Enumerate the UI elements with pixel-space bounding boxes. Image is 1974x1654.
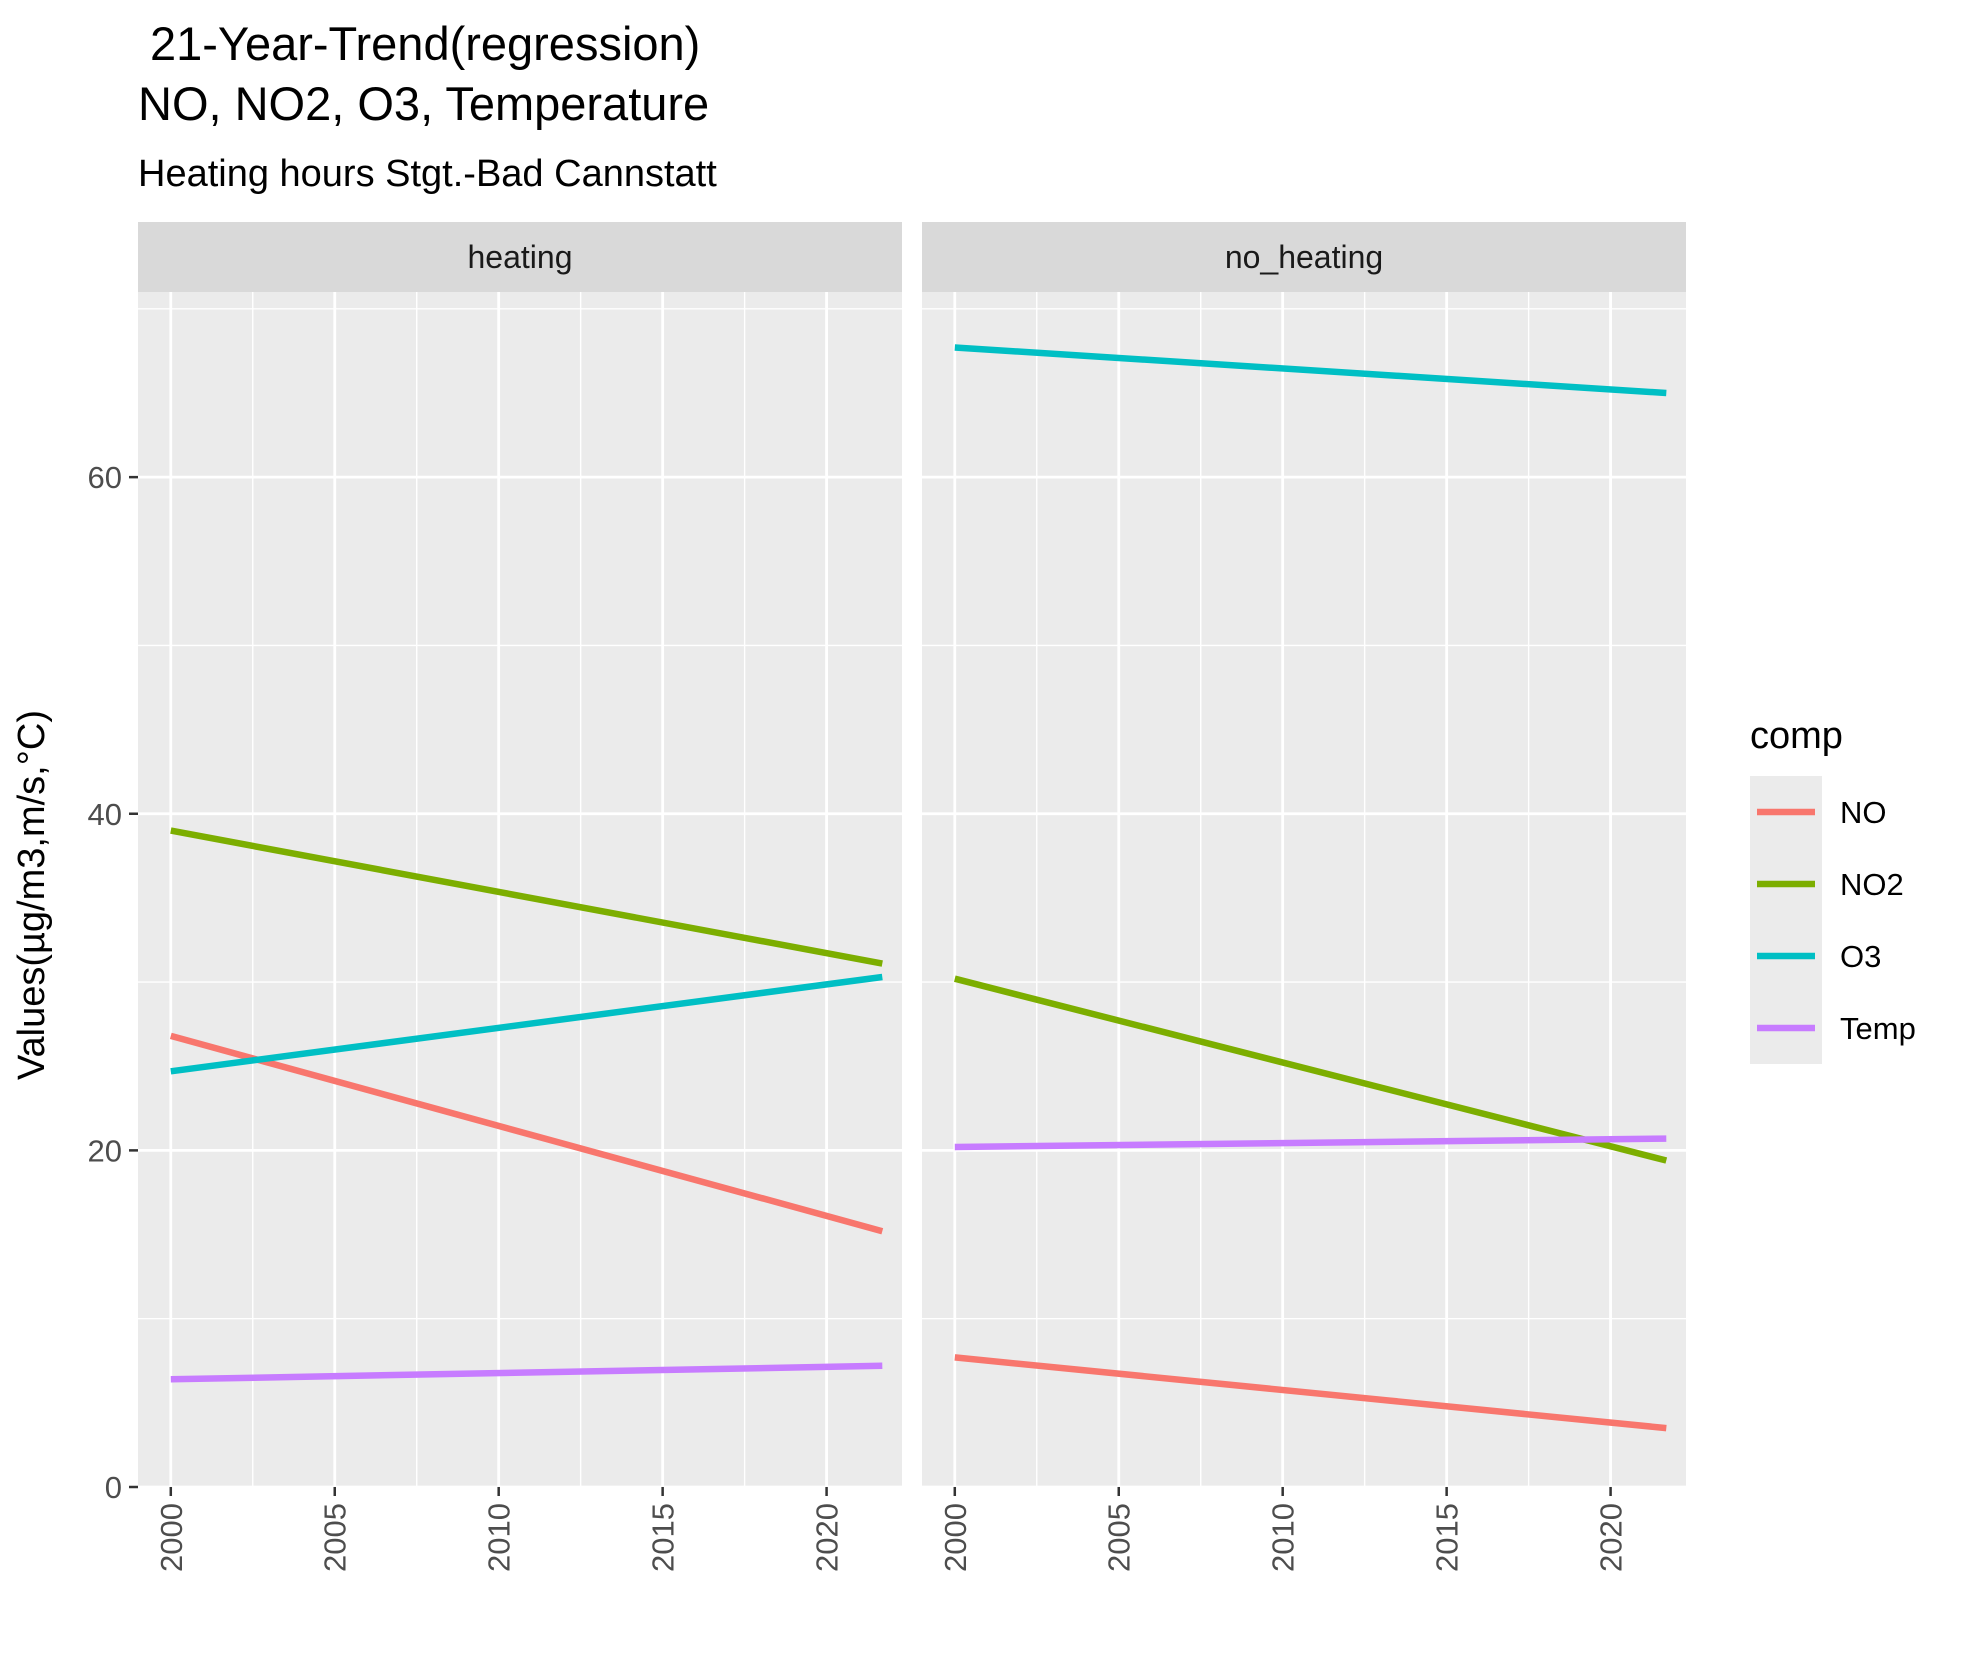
x-tick-label: 2005 [318, 1503, 353, 1572]
legend-item-temp: Temp [1750, 992, 1916, 1064]
series-line-no [169, 1032, 884, 1235]
panel-background [138, 292, 902, 1487]
chart-subtitle: Heating hours Stgt.-Bad Cannstatt [138, 153, 717, 195]
series-line-o3 [954, 344, 1667, 397]
facet-heating: heating 2000 2005 2010 2015 2020 [138, 222, 902, 1572]
x-tick-label: 2015 [646, 1503, 681, 1572]
series-line-no2 [170, 827, 883, 967]
facet-strip [138, 222, 902, 292]
facet-strip-label: heating [468, 239, 573, 275]
legend-label: NO2 [1840, 867, 1904, 902]
series-line-temp [170, 1362, 883, 1383]
facet-no-heating: no_heating 2000 2005 2010 2015 2020 [922, 222, 1686, 1572]
legend: comp NO NO2 O3 Temp [1750, 715, 1916, 1064]
x-tick-label: 2015 [1430, 1503, 1465, 1572]
legend-label: NO [1840, 795, 1887, 830]
legend-item-no2: NO2 [1750, 848, 1904, 920]
series-line-o3 [170, 973, 883, 1075]
x-tick-label: 2000 [938, 1503, 973, 1572]
series-line-no [954, 1354, 1667, 1432]
facet-strip [922, 222, 1686, 292]
y-tick-label: 60 [88, 460, 122, 495]
series-line-no2 [953, 975, 1668, 1164]
legend-label: Temp [1840, 1011, 1916, 1046]
y-tick-label: 40 [88, 797, 122, 832]
x-tick-label: 2005 [1102, 1503, 1137, 1572]
y-axis-title: Values(µg/m3,m/s,°C) [11, 710, 53, 1080]
legend-label: O3 [1840, 939, 1881, 974]
facet-strip-label: no_heating [1225, 239, 1383, 275]
x-tick-label: 2020 [1594, 1503, 1629, 1572]
x-tick-label: 2000 [154, 1503, 189, 1572]
legend-item-o3: O3 [1750, 920, 1881, 992]
y-tick-label: 0 [105, 1470, 122, 1505]
legend-title: comp [1750, 715, 1843, 757]
chart-title-line2: NO, NO2, O3, Temperature [138, 77, 709, 130]
series-line-temp [954, 1135, 1667, 1151]
x-tick-label: 2020 [810, 1503, 845, 1572]
x-tick-label: 2010 [1266, 1503, 1301, 1572]
panel-background [922, 292, 1686, 1487]
y-tick-label: 20 [88, 1133, 122, 1168]
legend-item-no: NO [1750, 776, 1887, 848]
x-tick-label: 2010 [482, 1503, 517, 1572]
y-axis: 0 20 40 60 [88, 460, 138, 1505]
chart-title: 21-Year-Trend(regression) [150, 17, 700, 70]
